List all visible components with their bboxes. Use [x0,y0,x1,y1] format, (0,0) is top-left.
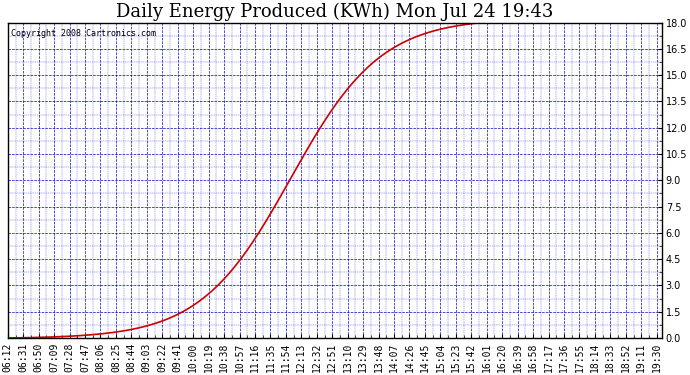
Title: Daily Energy Produced (KWh) Mon Jul 24 19:43: Daily Energy Produced (KWh) Mon Jul 24 1… [116,3,553,21]
Text: Copyright 2008 Cartronics.com: Copyright 2008 Cartronics.com [11,29,156,38]
